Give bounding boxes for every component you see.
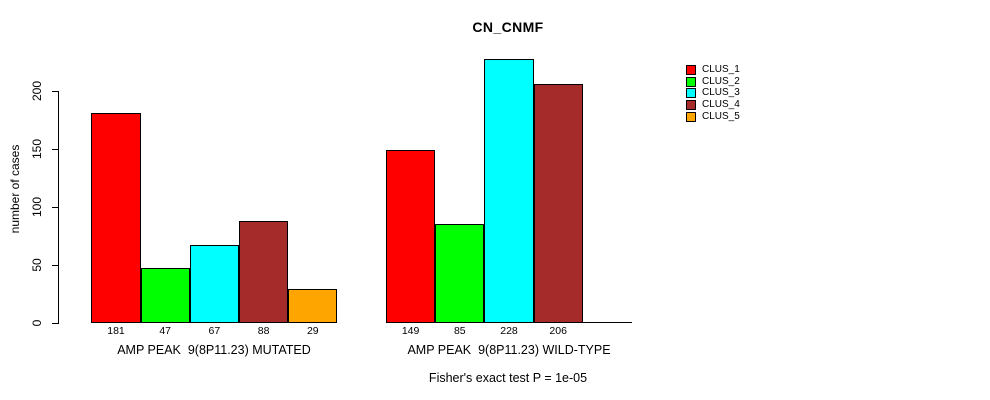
y-tick-label: 0 [30, 319, 44, 327]
legend-label: CLUS_4 [702, 98, 740, 110]
legend-label: CLUS_3 [702, 87, 740, 99]
bar-value-label: 149 [401, 325, 420, 337]
bar [435, 224, 485, 323]
y-tick [52, 265, 58, 266]
y-axis-title: number of cases [8, 144, 22, 234]
legend-item: CLUS_1 [686, 64, 740, 76]
y-axis [58, 91, 59, 324]
y-tick-label: 50 [30, 258, 44, 272]
bar-value-label: 67 [208, 325, 221, 337]
bar-value-label: 181 [107, 325, 125, 337]
x-group-label-mutated: AMP PEAK 9(8P11.23) MUTATED [117, 343, 311, 357]
bar [484, 58, 534, 323]
y-tick [52, 91, 58, 92]
bar-value-label: 47 [159, 325, 172, 337]
chart-title: CN_CNMF [472, 19, 544, 35]
legend-item: CLUS_3 [686, 87, 740, 99]
bar [533, 84, 583, 323]
bar [189, 245, 239, 323]
legend-label: CLUS_1 [702, 63, 740, 75]
legend-label: CLUS_5 [702, 110, 740, 122]
legend-swatch [686, 64, 696, 75]
bar [140, 268, 190, 323]
legend-item: CLUS_5 [686, 111, 740, 123]
footer-note: Fisher's exact test P = 1e-05 [428, 371, 588, 385]
bar-value-label: 88 [257, 325, 270, 337]
y-tick [52, 207, 58, 208]
bar-value-label: 85 [453, 325, 466, 337]
legend-item: CLUS_4 [686, 99, 740, 111]
y-tick-label: 150 [30, 138, 44, 160]
y-tick [52, 323, 58, 324]
x-group-label-wildtype: AMP PEAK 9(8P11.23) WILD-TYPE [407, 343, 611, 357]
legend-label: CLUS_2 [702, 75, 740, 87]
legend-swatch [686, 88, 696, 99]
bar [91, 113, 141, 323]
bar-value-label: 228 [500, 325, 518, 337]
legend-swatch [686, 111, 696, 122]
legend-item: CLUS_2 [686, 76, 740, 88]
legend-swatch [686, 76, 696, 87]
legend: CLUS_1 CLUS_2 CLUS_3 CLUS_4 CLUS_5 [686, 64, 740, 122]
y-tick-label: 200 [30, 80, 44, 102]
bar [288, 289, 338, 323]
y-tick-label: 100 [30, 196, 44, 218]
bar [239, 220, 289, 323]
bar-value-label: 206 [549, 325, 567, 337]
legend-swatch [686, 99, 696, 110]
bar-value-label: 29 [306, 325, 319, 337]
bar-zero-line [582, 322, 632, 323]
bar [386, 150, 436, 323]
y-tick [52, 149, 58, 150]
